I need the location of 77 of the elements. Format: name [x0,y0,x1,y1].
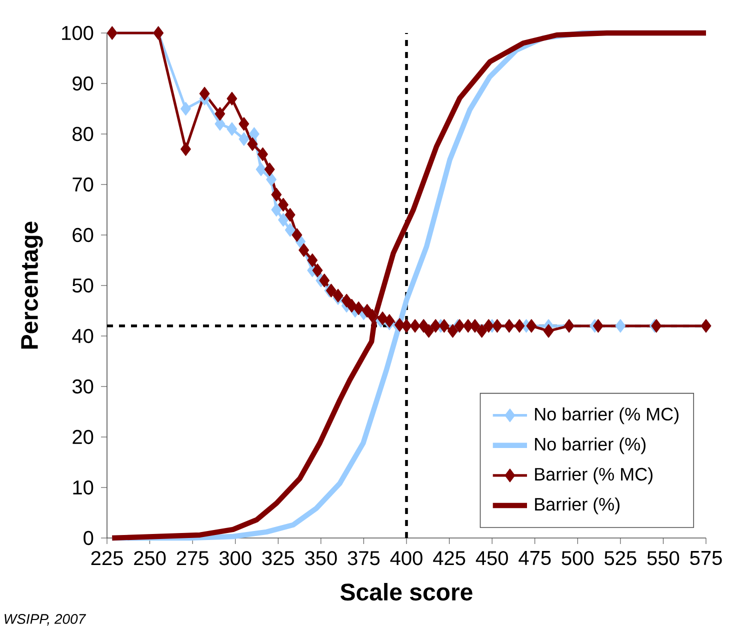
y-tick-label: 60 [72,228,94,242]
point [526,319,537,333]
x-tick-label: 500 [562,551,594,566]
legend-label: Barrier (% MC) [535,467,652,484]
point [271,202,282,217]
point [543,324,554,338]
y-tick-label: 40 [72,328,94,344]
point [214,117,226,131]
y-axis-title: Percentage [21,222,43,349]
point [410,319,420,333]
point [424,324,434,338]
point [307,253,318,268]
x-tick-label: 575 [690,551,722,566]
point [238,132,250,146]
point [180,142,191,156]
point [319,274,330,288]
x-tick-label: 375 [348,551,380,566]
point [271,188,282,202]
x-tick-label: 325 [262,551,294,566]
point [238,117,250,131]
y-tick-label: 20 [72,430,94,444]
point [256,162,266,176]
y-tick-label: 90 [72,76,94,91]
point [514,319,525,333]
x-tick-label: 275 [176,551,208,566]
y-tick-label: 10 [73,480,94,495]
point [353,301,364,316]
point [476,324,488,338]
y-tick-label: 30 [72,379,94,394]
point [180,102,191,116]
point [384,314,395,328]
x-tick-label: 450 [476,551,508,566]
point [248,127,260,141]
point [278,213,288,227]
point [298,243,310,257]
x-axis-title: Scale score [340,582,472,601]
text: WSIPP, 2007 [4,614,86,626]
point [332,288,344,302]
x-tick-label: 425 [433,551,466,566]
point [284,208,296,222]
legend-label: Barrier (%) [535,497,620,514]
point [266,172,276,186]
point [483,319,494,333]
x-tick-label: 550 [647,551,680,566]
x-tick-label: 300 [219,551,252,566]
x-tick-label: 225 [91,551,123,566]
point [226,122,238,136]
x-tick-label: 475 [518,551,551,566]
x-tick-label: 400 [390,551,422,566]
point [247,137,258,151]
legend-label: No barrier (%) [535,437,646,454]
legend-label: No barrier (% MC) [535,407,678,424]
point [278,198,288,212]
point [615,319,626,333]
x-tick-label: 525 [604,551,636,566]
y-tick-label: 50 [72,278,94,293]
point [214,107,226,121]
point [492,319,502,333]
point [592,319,604,333]
point [199,86,210,100]
point [312,264,323,278]
x-tick-label: 350 [305,551,337,566]
point [226,92,238,106]
point [258,147,268,162]
y-tick-label: 70 [72,177,94,192]
y-tick-label: 80 [72,126,94,142]
point [292,228,302,242]
y-tick-label: 0 [84,530,94,546]
point [346,298,357,313]
point [284,223,296,237]
point [438,319,450,333]
x-tick-label: 250 [134,551,166,566]
point [430,319,441,333]
point [377,312,388,326]
y-tick-label: 100 [62,26,94,40]
point [448,324,458,338]
point [264,162,275,176]
